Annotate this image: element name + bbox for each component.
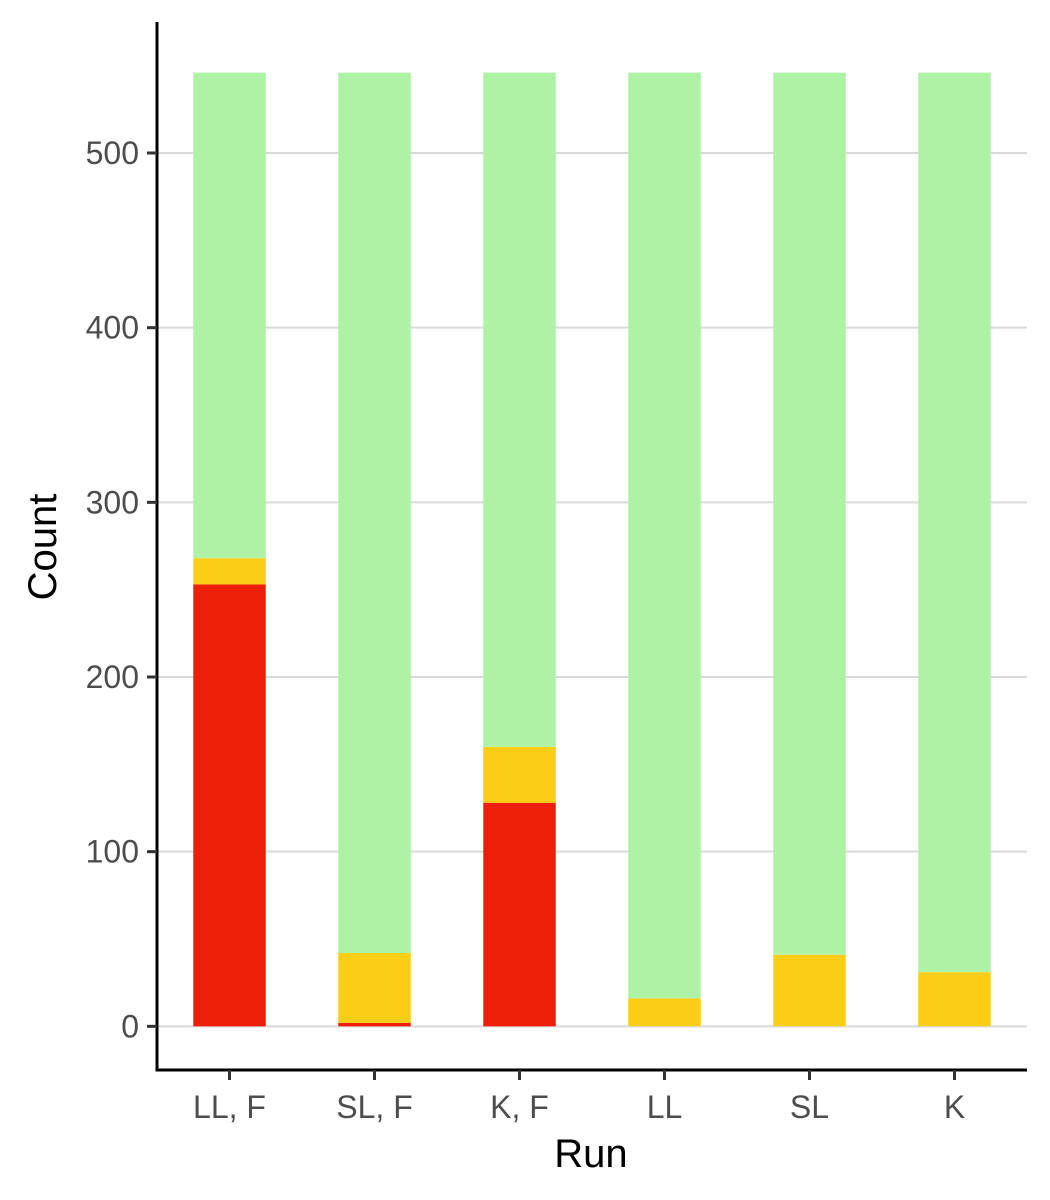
bar-segment-3-1	[193, 72, 266, 559]
bar-segment-3-5	[773, 72, 846, 955]
x-tick-label-5: SL	[790, 1089, 829, 1125]
bars	[193, 72, 991, 1027]
tick-labels: 0 100 200 300 400 500 LL, F SL, F K, F LL SL K	[86, 135, 966, 1125]
x-tick-label-6: K	[944, 1089, 965, 1125]
x-tick-label-1: LL, F	[193, 1089, 266, 1125]
bar-segment-2-4	[628, 998, 701, 1027]
x-axis-title: Run	[554, 1132, 627, 1176]
bar-segment-3-3	[483, 72, 556, 747]
bar-segment-2-2	[338, 952, 411, 1023]
bar-segment-2-3	[483, 746, 556, 803]
axes	[147, 22, 1027, 1080]
x-tick-label-2: SL, F	[336, 1089, 412, 1125]
y-tick-label-100: 100	[86, 834, 139, 870]
bar-segment-1-2	[338, 1022, 411, 1027]
bar-segment-1-3	[483, 802, 556, 1027]
bar-segment-3-4	[628, 72, 701, 999]
bar-segment-3-6	[918, 72, 991, 973]
bar-segment-2-6	[918, 972, 991, 1027]
bar-segment-1-1	[193, 584, 266, 1027]
y-tick-label-300: 300	[86, 484, 139, 520]
y-tick-label-200: 200	[86, 659, 139, 695]
bar-segment-2-5	[773, 954, 846, 1027]
y-tick-label-400: 400	[86, 310, 139, 346]
bar-segment-3-2	[338, 72, 411, 953]
bar-segment-2-1	[193, 558, 266, 585]
gridlines	[157, 152, 1027, 1028]
y-tick-label-0: 0	[121, 1008, 139, 1044]
y-axis-title: Count	[21, 494, 65, 601]
x-tick-label-3: K, F	[490, 1089, 549, 1125]
x-tick-label-4: LL	[647, 1089, 683, 1125]
y-tick-label-500: 500	[86, 135, 139, 171]
